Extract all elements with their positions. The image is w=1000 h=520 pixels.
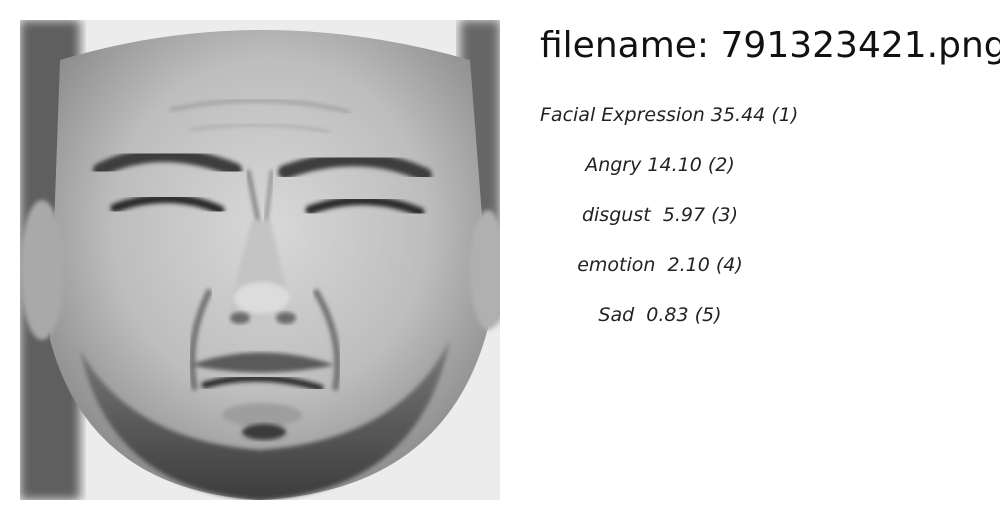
prediction-score: 0.83 xyxy=(640,304,689,326)
prediction-item-1: Facial Expression 35.44 (1) xyxy=(540,100,798,150)
prediction-item-4: emotion 2.10 (4) xyxy=(540,250,780,300)
prediction-item-3: disgust 5.97 (3) xyxy=(540,200,780,250)
filename-title: filename: 791323421.png xyxy=(540,24,1000,68)
face-photo xyxy=(20,20,500,500)
prediction-rank: (4) xyxy=(715,254,743,276)
prediction-score: 35.44 xyxy=(710,104,766,126)
prediction-label: Angry xyxy=(585,154,642,176)
prediction-label: Facial Expression xyxy=(540,104,705,126)
face-illustration xyxy=(20,20,500,500)
prediction-score: 2.10 xyxy=(661,254,710,276)
prediction-rank: (3) xyxy=(711,204,739,226)
filename-prefix: filename: xyxy=(540,25,710,66)
prediction-label: disgust xyxy=(581,204,651,226)
prediction-item-2: Angry 14.10 (2) xyxy=(540,150,780,200)
prediction-score: 5.97 xyxy=(656,204,706,226)
prediction-label: emotion xyxy=(577,254,656,276)
prediction-item-5: Sad 0.83 (5) xyxy=(540,300,780,350)
prediction-score: 14.10 xyxy=(647,154,702,176)
prediction-rank: (2) xyxy=(707,154,735,176)
filename-value: 791323421.png xyxy=(720,25,1000,66)
prediction-label: Sad xyxy=(598,304,635,326)
prediction-rank: (1) xyxy=(771,104,799,126)
prediction-rank: (5) xyxy=(694,304,722,326)
prediction-list: Facial Expression 35.44 (1) Angry 14.10 … xyxy=(540,100,798,350)
